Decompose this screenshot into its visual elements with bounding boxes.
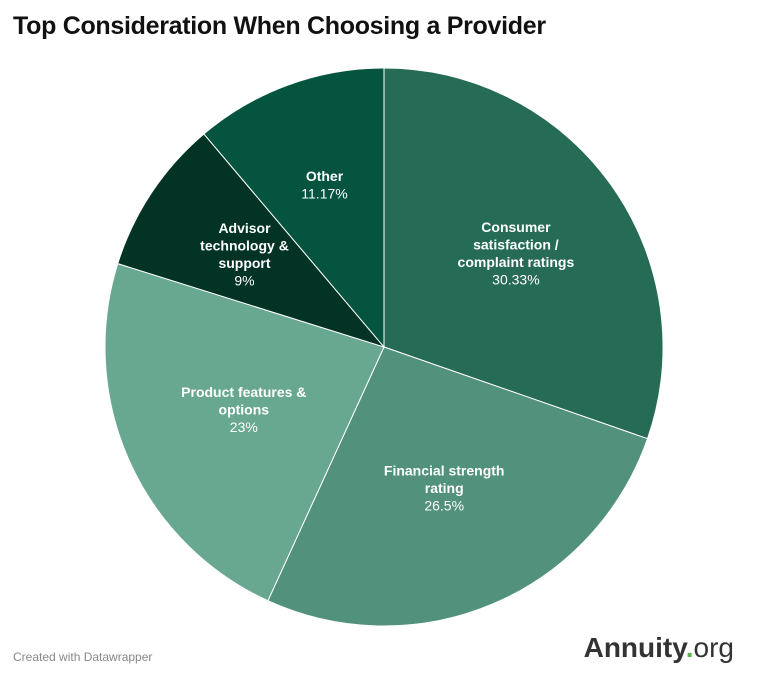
brand-name: Annuity (583, 632, 686, 663)
slice-label-name-line: options (219, 401, 270, 417)
chart-title: Top Consideration When Choosing a Provid… (13, 12, 546, 40)
slice-value-label: 9% (234, 273, 254, 289)
slice-label-name-line: satisfaction / (473, 237, 559, 253)
slice-label-name-line: Consumer (481, 219, 551, 235)
pie-slice-4 (203, 67, 385, 349)
slice-label-name-line: complaint ratings (458, 254, 575, 270)
brand-tld: org (693, 632, 734, 663)
slice-label-1: Financial strength rating 26.5% (384, 463, 505, 514)
slice-label-name-line: Other (306, 168, 344, 184)
slice-value-label: 11.17% (301, 185, 347, 201)
slice-label-name-line: technology & (200, 238, 289, 254)
annuity-org-logo: Annuity.org (584, 632, 734, 664)
slice-label-3: Advisor technology & support 9% (200, 220, 289, 289)
slice-value-label: 30.33% (492, 272, 539, 288)
slice-label-name-line: support (218, 255, 270, 271)
slice-label-name-line: rating (425, 480, 464, 496)
pie-slice-2 (104, 262, 385, 602)
slice-label-4: Other 11.17% (301, 168, 347, 202)
pie-slice-3 (117, 133, 386, 348)
slice-label-name-line: Financial strength (384, 463, 505, 479)
slice-value-label: 23% (230, 419, 258, 435)
datawrapper-credit: Created with Datawrapper (13, 650, 153, 664)
brand-dot: . (685, 632, 694, 663)
pie-slice-1 (267, 346, 649, 627)
slice-label-2: Product features & options 23% (181, 384, 306, 435)
slice-label-0: Consumer satisfaction / complaint ratings 3… (458, 219, 575, 288)
slice-label-name-line: Advisor (218, 220, 271, 236)
slice-value-label: 26.5% (424, 498, 464, 514)
slice-label-name-line: Product features & (181, 384, 306, 400)
pie-slice-0 (383, 67, 664, 440)
